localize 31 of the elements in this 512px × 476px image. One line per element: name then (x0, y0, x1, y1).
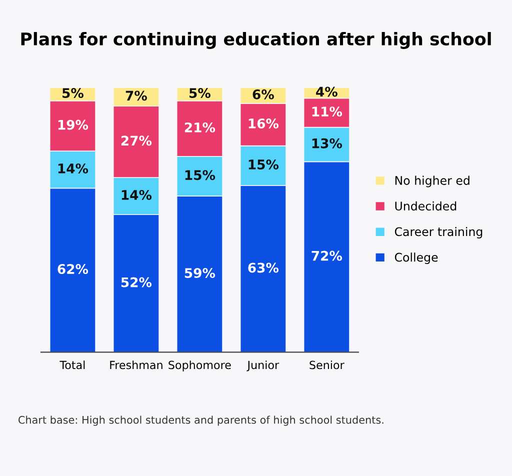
x-tick-label: Freshman (110, 360, 162, 370)
chart-title: Plans for continuing education after high school (21, 32, 491, 49)
data-label: 14% (122, 190, 152, 200)
data-label: 7% (126, 90, 147, 101)
text: Chart base: High school students and parents of high school students. (18, 416, 384, 426)
x-tick-label: Sophomore (168, 360, 231, 372)
legend-label: Career training (394, 226, 482, 238)
data-label: 5% (62, 88, 84, 98)
data-label: 62% (58, 264, 88, 274)
legend-label: No higher ed (395, 176, 470, 188)
data-label: 5% (190, 88, 210, 98)
data-label: 19% (58, 120, 88, 130)
data-label: 72% (312, 250, 342, 261)
x-tick-label: Senior (310, 360, 344, 370)
data-label: 52% (121, 277, 152, 288)
data-label: 15% (185, 170, 216, 180)
legend-label: College (394, 252, 438, 264)
data-label: 16% (248, 118, 279, 128)
legend-label: Undecided (395, 201, 456, 211)
data-label: 13% (312, 138, 342, 148)
x-tick-label: Total (60, 360, 85, 370)
data-label: 6% (252, 89, 274, 100)
data-label: 4% (316, 86, 338, 97)
data-label: 14% (58, 163, 88, 174)
data-label: 63% (248, 262, 279, 273)
data-label: 11% (312, 106, 342, 117)
data-label: 21% (184, 122, 216, 132)
data-label: 59% (184, 268, 216, 278)
data-label: 27% (121, 136, 152, 146)
x-tick-label: Junior (246, 360, 280, 372)
data-label: 15% (248, 160, 279, 170)
